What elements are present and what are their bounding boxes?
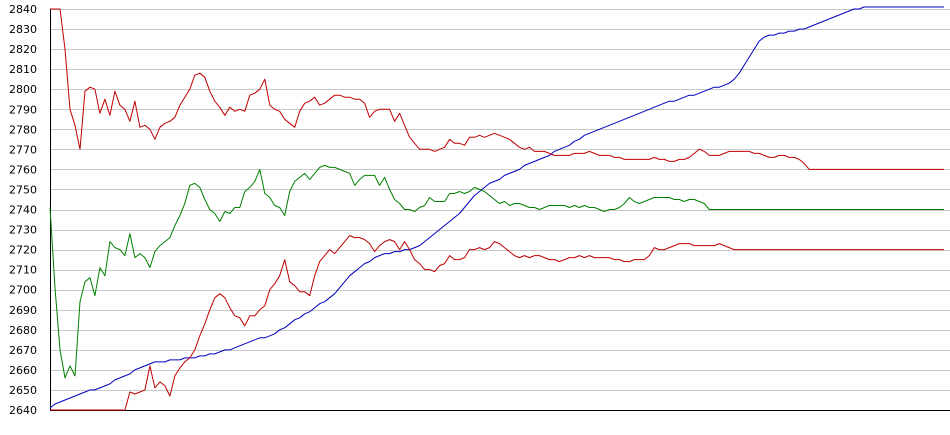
y-tick-label: 2790	[9, 103, 37, 116]
y-tick-label: 2740	[9, 204, 37, 217]
y-tick-label: 2800	[9, 83, 37, 96]
y-tick-label: 2720	[9, 244, 37, 257]
y-tick-label: 2710	[9, 264, 37, 277]
y-tick-label: 2750	[9, 183, 37, 196]
grid-lines	[50, 9, 950, 391]
y-tick-label: 2680	[9, 324, 37, 337]
series-lines	[49, 6, 944, 411]
y-tick-label: 2690	[9, 304, 37, 317]
series-line-4	[50, 235, 944, 411]
y-tick-label: 2810	[9, 63, 37, 76]
y-tick-label: 2760	[9, 163, 37, 176]
y-tick-label: 2780	[9, 123, 37, 136]
y-tick-label: 2700	[9, 284, 37, 297]
y-tick-label: 2660	[9, 364, 37, 377]
y-tick-label: 2770	[9, 143, 37, 156]
series-line-3	[49, 164, 944, 379]
y-tick-label: 2840	[9, 3, 37, 16]
y-tick-label: 2830	[9, 23, 37, 36]
y-tick-label: 2640	[9, 404, 37, 417]
y-tick-label: 2670	[9, 344, 37, 357]
series-line-1	[49, 6, 944, 409]
series-line-2	[50, 8, 944, 170]
y-tick-label: 2730	[9, 224, 37, 237]
y-tick-label: 2650	[9, 384, 37, 397]
y-tick-labels: 2640 2650 2660 2670 2680 2690 2700 2710 2720 2730…	[9, 3, 37, 417]
y-tick-label: 2820	[9, 43, 37, 56]
